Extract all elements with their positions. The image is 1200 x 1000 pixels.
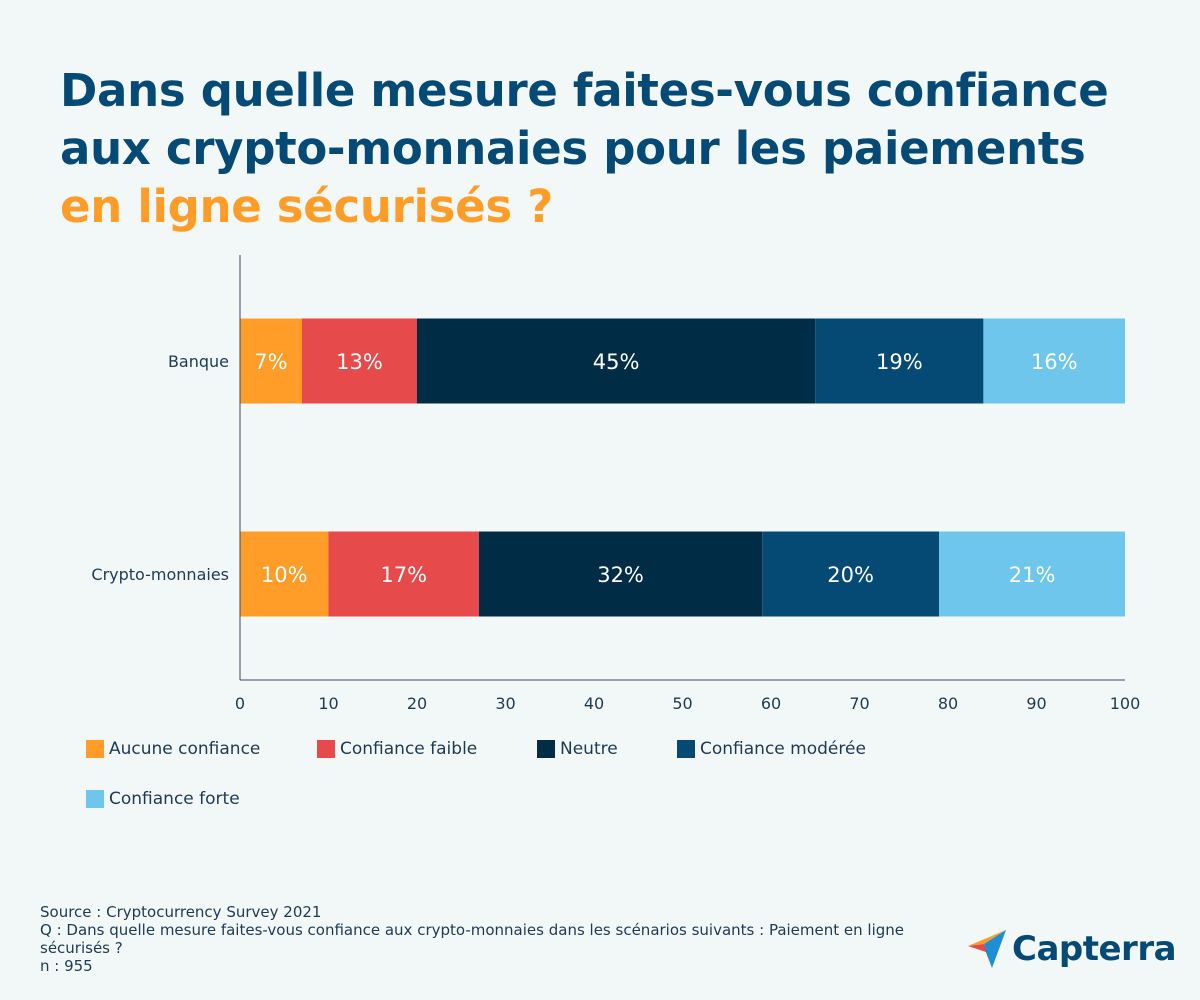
data-label: 16% (1031, 350, 1078, 374)
chart-legend: Aucune confiance Confiance faible Neutre Co… (86, 736, 1086, 826)
data-label: 20% (827, 563, 874, 587)
legend-swatch (86, 790, 104, 808)
category-label: Banque (168, 352, 229, 371)
x-tick-label: 40 (584, 694, 604, 713)
legend-label: Confiance modérée (700, 739, 866, 759)
x-tick-label: 50 (672, 694, 692, 713)
legend-swatch (317, 740, 335, 758)
bar-segment (417, 318, 816, 404)
bar-segment (478, 531, 763, 617)
bar-segment (762, 531, 940, 617)
x-tick-label: 70 (849, 694, 869, 713)
legend-item: Confiance modérée (677, 736, 866, 762)
data-label: 45% (593, 350, 640, 374)
bar-segment (240, 318, 302, 404)
bar-segment (240, 531, 329, 617)
bar-segment (328, 531, 479, 617)
data-label: 32% (597, 563, 644, 587)
legend-item: Aucune confiance (86, 736, 260, 762)
title-line-1: Dans quelle mesure faites-vous confiance (60, 64, 1109, 117)
bar-segment (983, 318, 1125, 404)
x-tick-label: 90 (1026, 694, 1046, 713)
bar-segment (939, 531, 1125, 617)
logo-text: Capterra (1012, 929, 1177, 969)
data-label: 13% (336, 350, 383, 374)
footer-source: Source : Cryptocurrency Survey 2021 (40, 903, 322, 921)
x-tick-label: 80 (938, 694, 958, 713)
x-tick-label: 60 (761, 694, 781, 713)
x-tick-label: 0 (235, 694, 245, 713)
title-line-2: aux crypto-monnaies pour les paiements (60, 122, 1086, 175)
legend-item: Neutre (537, 736, 618, 762)
category-label: Crypto-monnaies (91, 565, 229, 584)
capterra-logo: Capterra (966, 928, 1177, 970)
data-label: 7% (254, 350, 287, 374)
data-label: 19% (876, 350, 923, 374)
legend-label: Confiance faible (340, 739, 478, 759)
stacked-bar-chart: 7% 13% 45% 19% 16% Banque 10% 17% 32% 20% 21% Crypt… (91, 255, 1141, 713)
data-label: 10% (261, 563, 308, 587)
x-tick-label: 30 (495, 694, 515, 713)
x-tick-label: 100 (1110, 694, 1141, 713)
capterra-arrow-icon (968, 930, 1006, 968)
legend-swatch (537, 740, 555, 758)
legend-swatch (677, 740, 695, 758)
data-label: 21% (1009, 563, 1056, 587)
footer-question: Q : Dans quelle mesure faites-vous confi… (40, 921, 905, 957)
bar-segment (815, 318, 984, 404)
legend-item: Confiance forte (86, 786, 240, 812)
footer-sample: n : 955 (40, 957, 93, 975)
chart-title: Dans quelle mesure faites-vous confiance… (60, 62, 1160, 236)
legend-label: Confiance forte (109, 789, 240, 809)
legend-label: Neutre (560, 739, 618, 759)
x-tick-label: 10 (318, 694, 338, 713)
legend-label: Aucune confiance (109, 739, 261, 759)
x-tick-label: 20 (407, 694, 427, 713)
data-label: 17% (380, 563, 427, 587)
footer-notes: Source : Cryptocurrency Survey 2021 Q : … (40, 903, 910, 975)
legend-swatch (86, 740, 104, 758)
title-line-3: en ligne sécurisés ? (60, 180, 553, 233)
legend-item: Confiance faible (317, 736, 477, 762)
bar-segment (301, 318, 417, 404)
